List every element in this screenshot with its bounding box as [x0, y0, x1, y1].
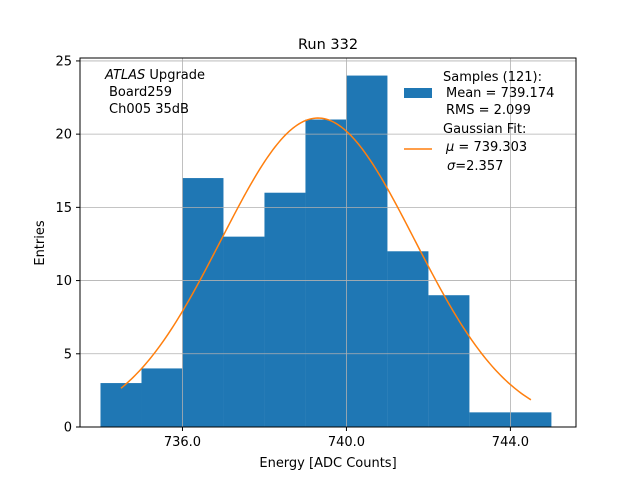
upgrade-label: Upgrade — [149, 68, 205, 83]
legend-fit-title: Gaussian Fit: — [443, 122, 526, 137]
histogram-bar — [100, 383, 142, 427]
legend-sigma: σ=2.357 — [447, 159, 503, 174]
sigma-value: =2.357 — [455, 159, 503, 174]
histogram-bar — [264, 192, 306, 427]
x-axis-label: Energy [ADC Counts] — [259, 456, 396, 471]
histogram-bar — [346, 75, 388, 428]
x-axis-ticks: 736.0 740.0 744.0 — [164, 427, 529, 450]
histogram-bars — [100, 75, 552, 428]
y-axis-label: Entries — [33, 220, 48, 266]
y-axis-ticks: 0 5 10 15 20 25 — [55, 54, 80, 436]
histogram-bar — [387, 251, 429, 427]
annotation-line-1: ATLAS Upgrade — [104, 68, 205, 83]
y-tick-label: 0 — [64, 421, 72, 436]
y-tick-label: 15 — [55, 201, 72, 216]
chart-title: Run 332 — [298, 37, 358, 53]
legend-mean: Mean = 739.174 — [446, 86, 554, 101]
x-tick-label: 736.0 — [164, 435, 201, 450]
atlas-annotation: ATLAS Upgrade Board259 Ch005 35dB — [104, 68, 205, 117]
histogram-bar — [223, 236, 265, 427]
legend-histogram-swatch — [404, 88, 432, 98]
channel-label: Ch005 35dB — [109, 102, 189, 117]
histogram-bar — [141, 368, 183, 427]
board-label: Board259 — [109, 85, 172, 100]
sigma-symbol: σ — [447, 159, 456, 174]
histogram-bar — [305, 119, 347, 427]
x-tick-label: 740.0 — [328, 435, 365, 450]
y-tick-label: 20 — [55, 128, 72, 143]
legend: Samples (121): Mean = 739.174 RMS = 2.09… — [404, 70, 554, 174]
y-tick-label: 25 — [55, 54, 72, 69]
legend-rms: RMS = 2.099 — [446, 103, 531, 118]
mu-symbol: μ — [445, 140, 454, 155]
x-tick-label: 744.0 — [492, 435, 529, 450]
atlas-label: ATLAS — [104, 68, 145, 83]
y-tick-label: 10 — [55, 274, 72, 289]
legend-mu: μ = 739.303 — [445, 140, 527, 155]
histogram-bar — [510, 412, 552, 427]
plot-frame — [79, 57, 577, 428]
y-tick-label: 5 — [64, 347, 72, 362]
legend-samples-title: Samples (121): — [443, 70, 542, 85]
mu-value: = 739.303 — [454, 140, 527, 155]
histogram-bar — [182, 178, 224, 427]
histogram-bar — [469, 412, 511, 427]
gaussian-fit-curve — [120, 117, 532, 401]
histogram-bar — [428, 295, 470, 427]
fit-curve-line — [120, 117, 532, 401]
